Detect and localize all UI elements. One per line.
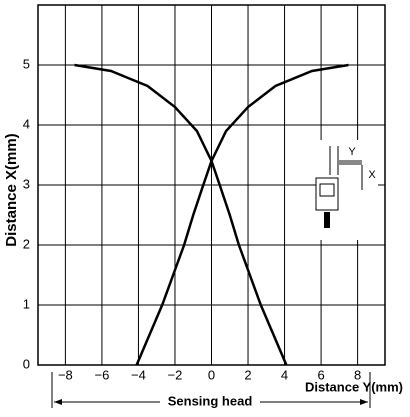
x-tick-label: 4 [281, 367, 288, 382]
x-tick-label: −6 [95, 367, 110, 382]
inset-x-label: X [368, 169, 376, 181]
y-tick-label: 0 [23, 356, 30, 371]
y-tick-label: 5 [23, 56, 30, 71]
x-tick-label: 8 [354, 367, 361, 382]
x-tick-label: 0 [208, 367, 215, 382]
y-tick-label: 4 [23, 116, 30, 131]
x-tick-label: −2 [168, 367, 183, 382]
arrow-head [54, 399, 62, 405]
x-tick-label: −4 [131, 367, 146, 382]
y-tick-label: 2 [23, 236, 30, 251]
curve [135, 63, 349, 366]
y-axis-label: Distance X(mm) [3, 133, 20, 246]
inset-y-label: Y [348, 146, 356, 158]
arrow-head [360, 399, 368, 405]
inset-cable [324, 212, 330, 228]
y-tick-label: 1 [23, 296, 30, 311]
curve [74, 63, 288, 366]
label-bg [160, 394, 260, 410]
y-tick-label: 3 [23, 176, 30, 191]
inset-target [338, 160, 362, 165]
x-axis-label: Distance Y(mm) [305, 379, 403, 394]
plot-frame [37, 4, 386, 366]
x-tick-label: 6 [317, 367, 324, 382]
sensing-head-label: Sensing head [168, 393, 253, 408]
x-tick-label: −8 [58, 367, 73, 382]
inset-diagram: Y X [315, 140, 378, 240]
x-tick-label: 2 [244, 367, 251, 382]
inset-sensor [319, 183, 335, 197]
